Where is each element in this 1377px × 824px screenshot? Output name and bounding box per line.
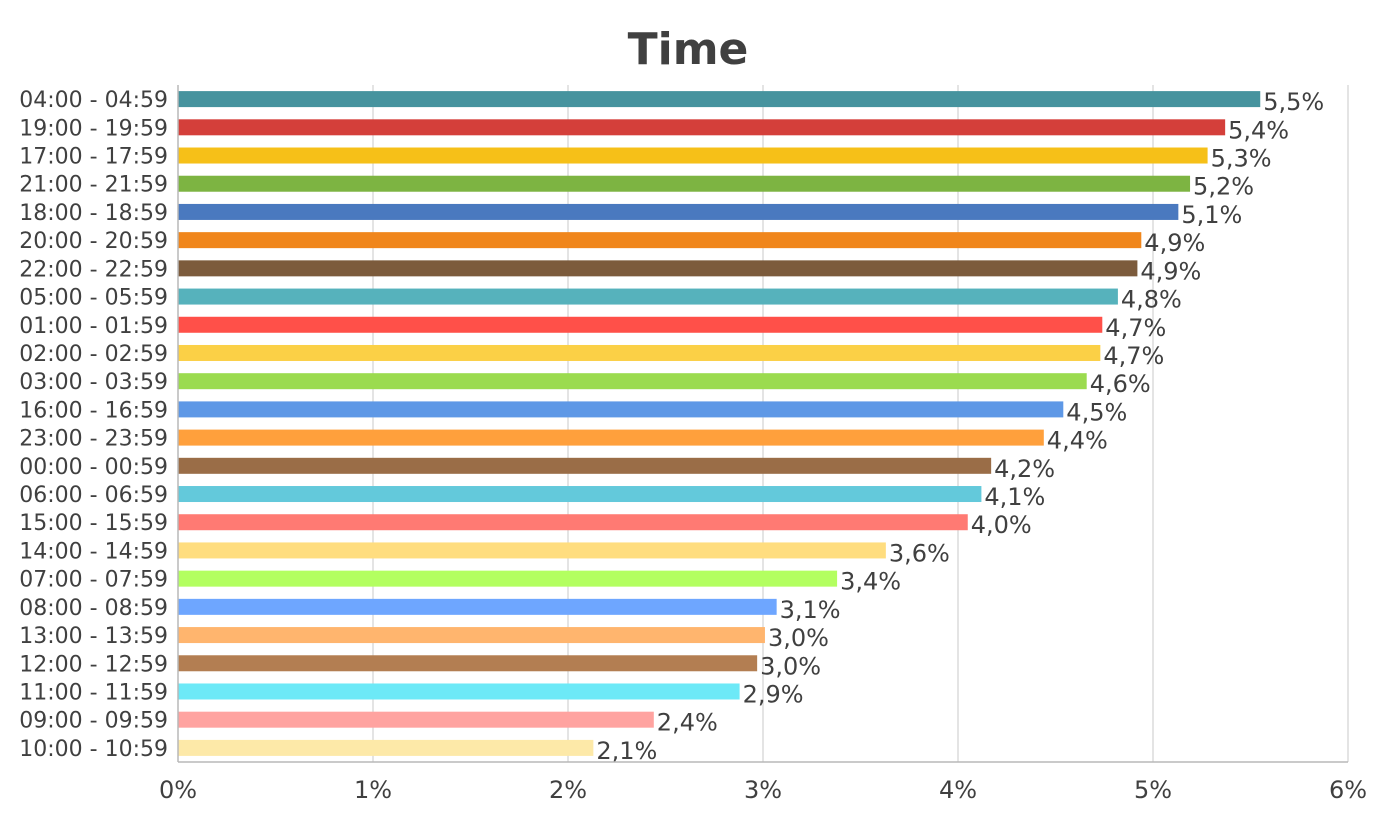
data-label: 4,4% [1047, 427, 1108, 455]
gridlines [372, 85, 1349, 762]
category-label: 11:00 - 11:59 [19, 680, 168, 705]
x-tick-label: 5% [1134, 776, 1172, 804]
category-label: 12:00 - 12:59 [19, 652, 168, 677]
bar [178, 147, 1208, 164]
category-label: 23:00 - 23:59 [19, 427, 168, 452]
category-label: 16:00 - 16:59 [19, 398, 168, 423]
category-label: 19:00 - 19:59 [19, 116, 168, 141]
x-tick-label: 6% [1329, 776, 1367, 804]
category-label: 01:00 - 01:59 [19, 314, 168, 339]
data-label: 4,6% [1090, 370, 1151, 398]
data-label: 3,4% [840, 568, 901, 596]
bar [178, 288, 1118, 305]
data-label: 4,5% [1066, 398, 1127, 426]
bar [178, 542, 886, 559]
bar [178, 373, 1087, 390]
bar [178, 175, 1191, 192]
data-label: 4,9% [1140, 257, 1201, 285]
bar [178, 457, 992, 474]
data-label: 5,3% [1211, 145, 1272, 173]
category-label: 00:00 - 00:59 [19, 455, 168, 480]
bar [178, 655, 758, 672]
data-label: 5,4% [1228, 116, 1289, 144]
category-label: 05:00 - 05:59 [19, 286, 168, 311]
bar [178, 91, 1261, 108]
x-tick-label: 3% [744, 776, 782, 804]
bar [178, 429, 1044, 446]
category-label: 15:00 - 15:59 [19, 511, 168, 536]
data-label: 4,1% [984, 483, 1045, 511]
bar [178, 739, 594, 756]
bar [178, 486, 982, 503]
category-label: 07:00 - 07:59 [19, 568, 168, 593]
category-label: 09:00 - 09:59 [19, 709, 168, 734]
bars [178, 91, 1261, 756]
data-label: 4,9% [1144, 229, 1205, 257]
category-label: 17:00 - 17:59 [19, 145, 168, 170]
data-label: 2,9% [743, 680, 804, 708]
x-tick-label: 0% [159, 776, 197, 804]
data-label: 2,1% [596, 737, 657, 765]
x-tick-label: 4% [939, 776, 977, 804]
data-label: 4,0% [971, 511, 1032, 539]
data-label: 3,6% [889, 539, 950, 567]
bar [178, 514, 968, 531]
data-label: 4,7% [1103, 342, 1164, 370]
category-label: 14:00 - 14:59 [19, 539, 168, 564]
x-tick-label: 2% [549, 776, 587, 804]
data-label: 2,4% [657, 709, 718, 737]
data-label: 5,2% [1193, 173, 1254, 201]
data-label: 4,2% [994, 455, 1055, 483]
bar [178, 203, 1179, 220]
data-label: 4,8% [1121, 286, 1182, 314]
bar [178, 344, 1101, 361]
category-labels: 04:00 - 04:59 19:00 - 19:59 17:00 - 17:59 2… [19, 88, 168, 762]
data-label: 3,1% [780, 596, 841, 624]
bar [178, 627, 765, 644]
data-label: 4,7% [1105, 314, 1166, 342]
category-label: 18:00 - 18:59 [19, 201, 168, 226]
bar [178, 260, 1138, 277]
bar [178, 683, 740, 700]
category-label: 13:00 - 13:59 [19, 624, 168, 649]
x-axis-ticks: 0% 1% 2% 3% 4% 5% 6% [159, 776, 1367, 804]
bar [178, 711, 654, 728]
x-tick-label: 1% [354, 776, 392, 804]
category-label: 02:00 - 02:59 [19, 342, 168, 367]
category-label: 22:00 - 22:59 [19, 257, 168, 282]
bar [178, 401, 1064, 418]
value-labels: 5,5%5,4%5,3%5,2%5,1%4,9%4,9%4,8%4,7%4,7%… [596, 88, 1324, 765]
category-label: 21:00 - 21:59 [19, 173, 168, 198]
category-label: 20:00 - 20:59 [19, 229, 168, 254]
bar [178, 598, 777, 615]
category-label: 06:00 - 06:59 [19, 483, 168, 508]
data-label: 3,0% [768, 624, 829, 652]
category-label: 10:00 - 10:59 [19, 737, 168, 762]
bar [178, 232, 1142, 249]
chart-title: Time [628, 24, 749, 75]
category-label: 04:00 - 04:59 [19, 88, 168, 113]
bar [178, 316, 1103, 333]
data-label: 5,5% [1263, 88, 1324, 116]
data-label: 3,0% [760, 652, 821, 680]
category-label: 08:00 - 08:59 [19, 596, 168, 621]
bar [178, 570, 838, 587]
category-label: 03:00 - 03:59 [19, 370, 168, 395]
data-label: 5,1% [1181, 201, 1242, 229]
bar [178, 119, 1226, 136]
